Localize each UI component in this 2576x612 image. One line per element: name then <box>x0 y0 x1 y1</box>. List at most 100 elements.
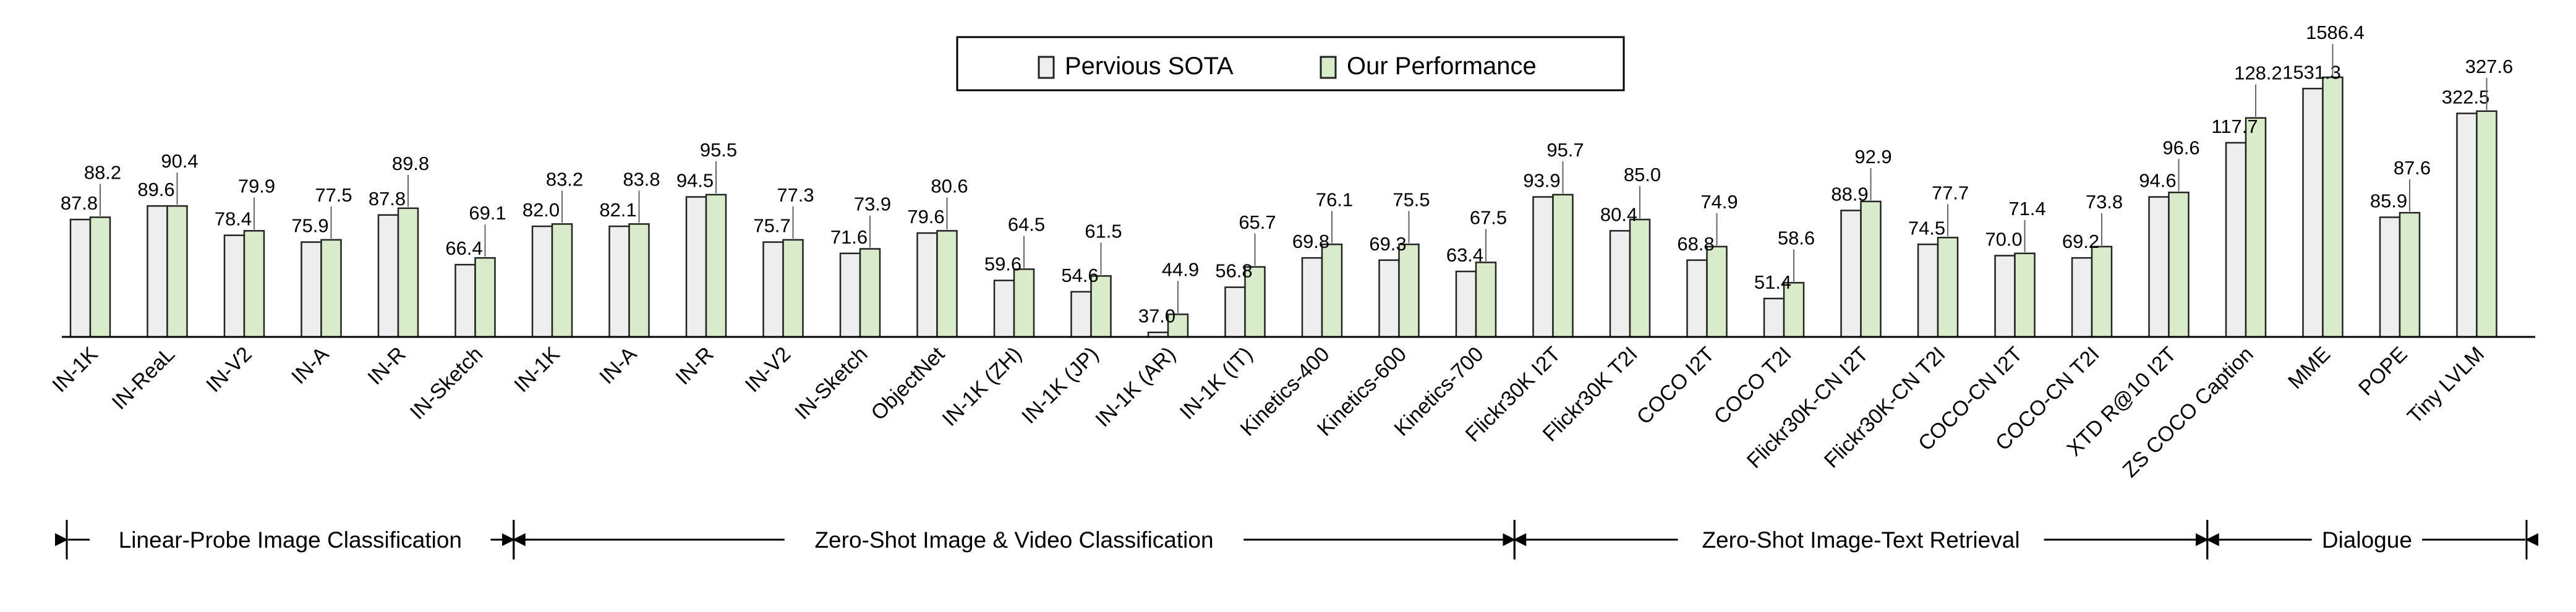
legend-swatch-previous <box>1038 56 1055 79</box>
value-label-ours-15: 65.7 <box>1239 211 1276 233</box>
value-label-previous-18: 63.4 <box>1446 244 1483 266</box>
bar-previous-10 <box>839 252 861 338</box>
value-label-previous-16: 69.8 <box>1292 231 1329 252</box>
bar-ours-26 <box>2091 245 2113 338</box>
value-label-previous-5: 66.4 <box>445 237 482 259</box>
value-label-previous-23: 88.9 <box>1831 183 1868 205</box>
bar-previous-4 <box>377 214 399 338</box>
value-label-ours-20: 85.0 <box>1624 164 1661 185</box>
tick-label-14: IN-1K (AR) <box>1091 342 1180 431</box>
bar-ours-31 <box>2476 110 2497 338</box>
bar-ours-16 <box>1321 244 1343 338</box>
value-label-previous-2: 78.4 <box>215 208 252 230</box>
tick-label-0: IN-1K <box>48 342 103 397</box>
value-label-ours-24: 77.7 <box>1932 182 1969 203</box>
bar-previous-1 <box>147 205 168 338</box>
bar-ours-18 <box>1475 261 1497 338</box>
value-label-previous-27: 94.6 <box>2139 170 2176 192</box>
bar-ours-5 <box>474 257 496 338</box>
value-label-previous-28: 117.7 <box>2211 116 2258 137</box>
bar-ours-7 <box>628 223 650 338</box>
value-label-previous-6: 82.0 <box>522 199 560 221</box>
value-label-previous-0: 87.8 <box>61 192 98 214</box>
bar-previous-16 <box>1301 257 1323 338</box>
bar-previous-23 <box>1840 210 1862 338</box>
value-label-ours-26: 73.8 <box>2086 191 2123 213</box>
tick-label-5: IN-Sketch <box>406 342 487 424</box>
bar-previous-18 <box>1455 270 1477 338</box>
value-label-ours-30: 87.6 <box>2394 157 2431 179</box>
legend-box <box>956 36 1625 91</box>
value-label-ours-17: 75.5 <box>1392 189 1430 210</box>
bar-ours-10 <box>859 248 881 338</box>
value-label-previous-25: 70.0 <box>1985 229 2022 250</box>
bar-previous-29 <box>2302 88 2324 338</box>
value-label-previous-4: 87.8 <box>369 188 406 210</box>
value-label-ours-11: 80.6 <box>931 175 968 197</box>
value-label-ours-8: 95.5 <box>700 139 737 161</box>
value-label-ours-12: 64.5 <box>1008 213 1045 235</box>
tick-label-9: IN-V2 <box>741 342 795 397</box>
tick-label-6: IN-1K <box>510 342 565 397</box>
value-label-ours-2: 79.9 <box>238 175 275 197</box>
bar-ours-25 <box>2014 252 2036 338</box>
tick-label-11: ObjectNet <box>866 342 949 425</box>
value-label-ours-9: 77.3 <box>777 184 814 206</box>
bar-previous-27 <box>2148 196 2170 338</box>
bar-ours-0 <box>89 216 111 338</box>
bar-ours-24 <box>1937 237 1959 338</box>
bar-ours-17 <box>1398 244 1420 338</box>
tick-label-2: IN-V2 <box>202 342 256 397</box>
tick-label-3: IN-A <box>287 342 333 389</box>
value-label-previous-21: 68.8 <box>1677 233 1714 255</box>
legend-label-previous: Pervious SOTA <box>1065 53 1234 80</box>
bar-ours-19 <box>1552 193 1574 338</box>
bar-ours-2 <box>243 230 265 338</box>
value-label-ours-31: 327.6 <box>2465 56 2514 77</box>
tick-labels-layer: IN-1K IN-ReaL IN-V2 IN-A IN-RIN-Sketch IN-1K I… <box>48 342 2489 482</box>
value-label-ours-16: 76.1 <box>1316 189 1353 210</box>
bar-previous-25 <box>1994 255 2016 338</box>
value-label-previous-8: 94.5 <box>676 170 714 192</box>
bar-ours-11 <box>936 230 958 338</box>
bar-previous-30 <box>2379 216 2401 338</box>
value-label-ours-3: 77.5 <box>315 184 352 206</box>
value-label-ours-10: 73.9 <box>854 193 891 215</box>
bar-ours-23 <box>1860 200 1882 338</box>
value-label-previous-24: 74.5 <box>1908 217 1945 239</box>
value-label-ours-25: 71.4 <box>2008 198 2045 219</box>
value-label-previous-22: 51.4 <box>1754 271 1791 293</box>
value-label-ours-18: 67.5 <box>1470 206 1507 228</box>
bar-previous-20 <box>1609 230 1631 338</box>
legend: Pervious SOTA Our Performance <box>956 36 1625 91</box>
bar-previous-13 <box>1070 291 1092 338</box>
tick-label-10: IN-Sketch <box>790 342 872 424</box>
bar-ours-28 <box>2245 117 2267 338</box>
bar-previous-3 <box>301 241 322 338</box>
value-label-ours-0: 88.2 <box>84 161 121 183</box>
bar-previous-31 <box>2456 113 2478 338</box>
value-label-ours-13: 61.5 <box>1085 220 1122 242</box>
value-label-previous-11: 79.6 <box>907 206 944 227</box>
bar-ours-13 <box>1090 275 1112 338</box>
value-label-ours-21: 74.9 <box>1700 191 1738 213</box>
value-label-previous-1: 89.6 <box>137 179 174 200</box>
value-label-previous-29: 1531.3 <box>2282 61 2341 83</box>
value-label-ours-7: 83.8 <box>623 168 660 190</box>
group-label-2: Zero-Shot Image-Text Retrieval <box>1702 527 2019 553</box>
bar-ours-6 <box>551 223 573 338</box>
bar-previous-21 <box>1686 259 1708 338</box>
bar-previous-19 <box>1532 196 1554 338</box>
value-label-previous-14: 37.0 <box>1138 305 1175 327</box>
tick-label-28: ZS COCO Caption <box>2118 342 2258 482</box>
bar-previous-7 <box>608 225 630 338</box>
bar-previous-9 <box>762 241 784 338</box>
bar-ours-27 <box>2168 192 2190 338</box>
bar-ours-21 <box>1706 245 1728 338</box>
value-label-previous-13: 54.6 <box>1061 265 1098 286</box>
value-label-ours-14: 44.9 <box>1162 258 1199 280</box>
bar-previous-28 <box>2225 142 2247 338</box>
value-label-previous-3: 75.9 <box>291 215 328 237</box>
tick-label-31: Tiny LVLM <box>2403 342 2489 428</box>
tick-label-13: IN-1K (JP) <box>1017 342 1103 428</box>
